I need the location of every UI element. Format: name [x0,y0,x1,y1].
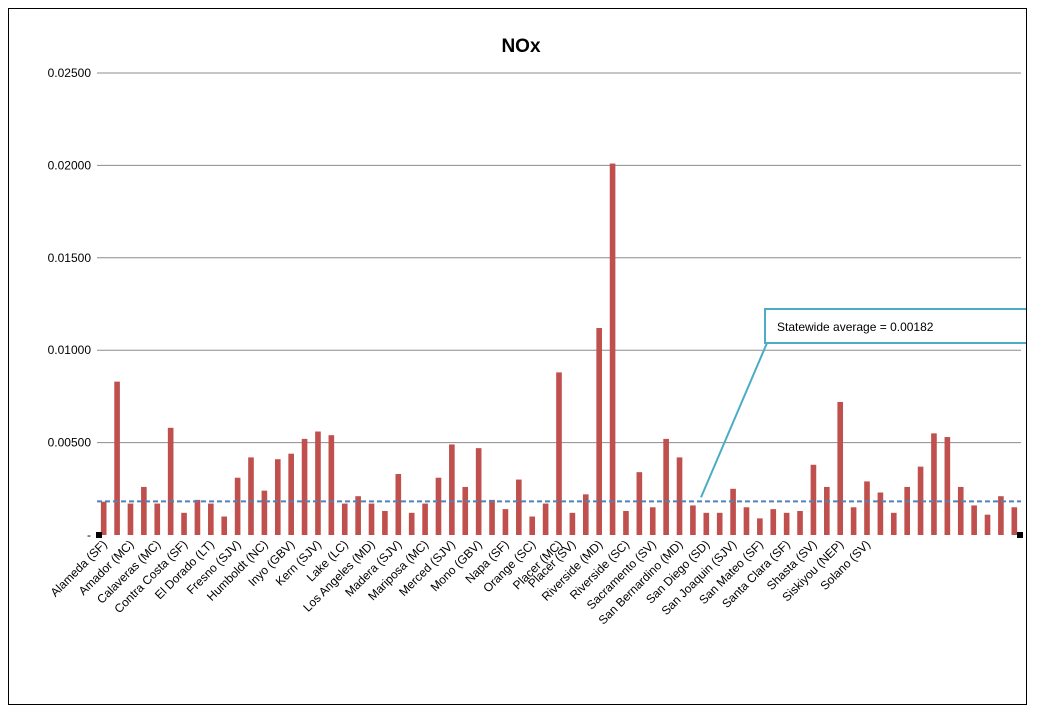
y-tick-label: 0.02000 [48,158,92,172]
bar [154,503,161,535]
bar [221,516,228,535]
bar [636,472,643,535]
bar [743,507,750,535]
axis-marker [1017,532,1023,538]
bar [824,486,830,535]
bar [582,494,589,535]
bars [100,163,1018,535]
y-axis-tick-labels: - 0.00500 0.01000 0.01500 0.02000 0.02500 [48,66,92,542]
bar [837,401,844,535]
bar [957,486,964,535]
bar [502,509,509,535]
y-tick-label: 0.01500 [48,251,92,265]
bar [850,507,857,535]
bar [904,486,910,535]
chart-frame: NOx - 0.00500 0.01000 0.01500 0.02000 0.02500… [8,8,1032,705]
bar [609,163,616,535]
bar [395,474,402,535]
bar [542,503,549,535]
y-tick-label: 0.00500 [48,436,92,450]
average-label: Statewide average = 0.00182 [777,320,934,334]
bar [516,479,522,535]
callout-leader [700,342,768,498]
bar [529,516,536,535]
bar [877,492,884,535]
bar [114,381,120,535]
bar [208,503,214,535]
bar [556,372,562,535]
bar [770,509,777,535]
bar [475,448,482,535]
bar [167,427,174,535]
bar [649,507,656,535]
bar [355,496,361,535]
bar [757,518,763,535]
bar [783,512,790,535]
bar [127,503,134,535]
bar [382,510,388,535]
bar [408,512,415,535]
bar [141,486,147,535]
bar [931,433,937,535]
bar [971,505,977,535]
bar [288,453,294,535]
bar [449,444,455,535]
bar [194,499,201,535]
bar [703,512,710,535]
bar [623,510,629,535]
bar [315,431,321,535]
bar [1011,507,1018,535]
bar [181,512,187,535]
bar [716,512,723,535]
x-axis-tick-labels: Alameda (SF)Amador (MC)Calaveras (MC)Con… [48,532,1023,627]
average-line-group: Statewide average = 0.00182 [97,308,1032,503]
bar [248,457,254,535]
bar [435,477,442,535]
bar [984,514,991,535]
bar [797,510,803,535]
bar [328,435,335,535]
chart-title: NOx [501,36,541,57]
bar [676,457,683,535]
bar [917,466,924,535]
bar [489,499,495,535]
bar [663,438,669,535]
bar [341,503,348,535]
gridlines [97,72,1021,444]
bar [422,503,428,535]
y-tick-label: 0.01000 [48,343,92,357]
bar [274,459,281,535]
bar [462,486,469,535]
bar [890,512,897,535]
bar [234,477,241,535]
y-tick-label: 0.02500 [48,66,92,80]
bar [301,438,308,535]
bar [261,490,268,535]
y-tick-label: - [87,528,91,542]
axis-marker [96,532,102,538]
bar [100,501,107,535]
nox-bar-chart: NOx - 0.00500 0.01000 0.01500 0.02000 0.02500… [48,36,1032,627]
bar [730,488,736,535]
bar [690,505,696,535]
bar [569,512,576,535]
bar [368,503,375,535]
bar [998,496,1004,535]
bar [596,328,602,535]
callout-box [764,308,1032,344]
bar [944,437,951,535]
bar [864,481,870,535]
bar [810,464,817,535]
